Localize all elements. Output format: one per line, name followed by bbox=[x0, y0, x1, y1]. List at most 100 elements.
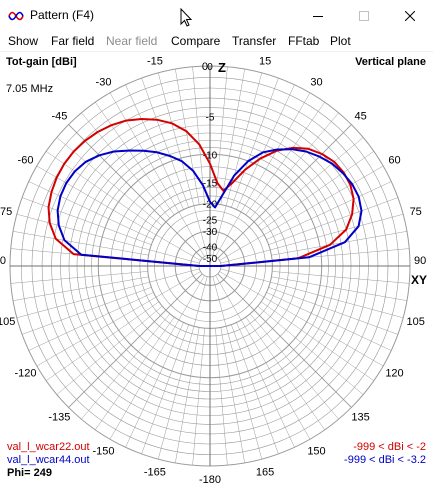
grid-spoke bbox=[272, 271, 410, 284]
grid-spoke bbox=[157, 72, 208, 256]
grid-spoke bbox=[249, 112, 339, 219]
quantity-label: Tot-gain [dBi] bbox=[6, 56, 77, 68]
angle-label: 120 bbox=[385, 368, 403, 380]
grid-spoke bbox=[68, 273, 203, 408]
angle-label: -120 bbox=[14, 368, 36, 380]
grid-spoke bbox=[28, 181, 154, 240]
menu-far-field[interactable]: Far field bbox=[51, 34, 95, 48]
menu-compare[interactable]: Compare bbox=[171, 34, 221, 48]
grid-spoke bbox=[68, 124, 203, 259]
angle-label: 165 bbox=[256, 467, 274, 479]
minimize-button[interactable] bbox=[295, 0, 341, 31]
grid-spoke bbox=[219, 165, 384, 261]
grid-spoke bbox=[260, 151, 374, 231]
grid-spoke bbox=[266, 181, 392, 240]
db-scale-label: -30 bbox=[203, 227, 218, 238]
grid-spoke bbox=[212, 72, 263, 256]
grid-spoke bbox=[220, 68, 245, 205]
angle-label: -75 bbox=[0, 206, 12, 218]
grid-spoke bbox=[217, 273, 352, 408]
grid-spoke bbox=[28, 292, 154, 351]
grid-spoke bbox=[212, 276, 263, 460]
pattern-plot-area[interactable]: 0 15 30 45 60 75 90 105 120 135 150 165 -180 -165 -150… bbox=[0, 52, 433, 483]
plane-label: Vertical plane bbox=[355, 56, 426, 68]
grid-spoke bbox=[220, 213, 404, 264]
grid-spoke bbox=[192, 328, 205, 466]
grid-spoke bbox=[125, 84, 184, 210]
db-scale-label: 0 bbox=[207, 62, 213, 73]
grid-spoke bbox=[16, 268, 200, 319]
angle-label: -30 bbox=[96, 77, 112, 89]
grid-spoke bbox=[16, 213, 200, 264]
grid-spoke bbox=[109, 275, 205, 440]
grid-spoke bbox=[12, 231, 149, 256]
angle-label: 30 bbox=[310, 77, 322, 89]
frequency-label: 7.05 MHz bbox=[6, 83, 54, 95]
phi-label: Phi= 249 bbox=[7, 467, 52, 479]
grid-spoke bbox=[266, 292, 392, 351]
menu-transfer[interactable]: Transfer bbox=[232, 34, 277, 48]
maximize-icon bbox=[359, 10, 369, 21]
grid-spoke bbox=[268, 287, 398, 335]
grid-spoke bbox=[220, 268, 404, 319]
grid-spoke bbox=[22, 287, 152, 335]
grid-spoke bbox=[260, 301, 374, 381]
grid-spoke bbox=[175, 68, 200, 205]
angle-label: -105 bbox=[0, 316, 15, 328]
db-scale-label: -20 bbox=[203, 200, 218, 211]
file-2-range: -999 < dBi < -3.2 bbox=[344, 454, 426, 466]
maximize-button[interactable] bbox=[341, 0, 387, 31]
grid-spoke bbox=[125, 322, 184, 448]
grid-spoke bbox=[220, 327, 245, 464]
close-icon bbox=[405, 10, 415, 21]
angle-label: -150 bbox=[92, 446, 114, 458]
grid-spoke bbox=[12, 276, 149, 301]
polar-chart: 0 153045607590105120135150165-180-165-150… bbox=[0, 55, 427, 483]
angle-label: 45 bbox=[354, 110, 366, 122]
z-axis-label: Z bbox=[218, 60, 226, 75]
menu-plot[interactable]: Plot bbox=[330, 34, 351, 48]
menu-show[interactable]: Show bbox=[8, 34, 39, 48]
grid-spoke bbox=[245, 102, 325, 216]
grid-spoke bbox=[81, 112, 171, 219]
angle-label: 105 bbox=[407, 316, 425, 328]
grid-spoke bbox=[157, 276, 208, 460]
grid-spoke bbox=[36, 271, 201, 367]
angle-label: -180 bbox=[199, 474, 221, 483]
minimize-icon bbox=[313, 15, 323, 17]
close-button[interactable] bbox=[387, 0, 433, 31]
grid-spoke bbox=[271, 231, 408, 256]
grid-spoke bbox=[217, 124, 352, 259]
angle-label: -165 bbox=[144, 467, 166, 479]
db-scale-label: -40 bbox=[203, 243, 218, 254]
grid-spoke bbox=[215, 328, 228, 466]
grid-spoke bbox=[231, 324, 279, 454]
grid-spoke bbox=[245, 316, 325, 430]
grid-spoke bbox=[215, 92, 311, 257]
grid-spoke bbox=[215, 275, 311, 440]
menu-fftab[interactable]: FFtab bbox=[288, 34, 320, 48]
db-scale-label: -50 bbox=[203, 254, 218, 265]
menu-bar: Show Far field Near field Compare Transf… bbox=[0, 31, 433, 52]
grid-spoke bbox=[141, 78, 189, 208]
pattern-trace-1 bbox=[47, 118, 355, 267]
angle-label: 60 bbox=[388, 155, 400, 167]
pattern-trace-2 bbox=[56, 148, 363, 267]
grid-spoke bbox=[46, 301, 160, 381]
grid-spoke bbox=[56, 305, 163, 395]
grid-spoke bbox=[175, 327, 200, 464]
window-title: Pattern (F4) bbox=[30, 8, 95, 22]
grid-spoke bbox=[219, 271, 384, 367]
file-2-name: val_l_wcar44.out bbox=[7, 454, 90, 466]
angle-label: 15 bbox=[259, 55, 271, 67]
grid-spoke bbox=[257, 305, 364, 395]
angle-label: -135 bbox=[48, 412, 70, 424]
db-scale-label: -5 bbox=[206, 113, 215, 124]
grid-spoke bbox=[10, 271, 148, 284]
app-icon bbox=[8, 8, 24, 24]
mouse-cursor-icon bbox=[180, 8, 193, 27]
xy-axis-label: XY bbox=[411, 273, 427, 287]
db-scale-label: -25 bbox=[203, 215, 218, 226]
angle-label: 75 bbox=[410, 206, 422, 218]
grid-spoke bbox=[268, 197, 398, 245]
